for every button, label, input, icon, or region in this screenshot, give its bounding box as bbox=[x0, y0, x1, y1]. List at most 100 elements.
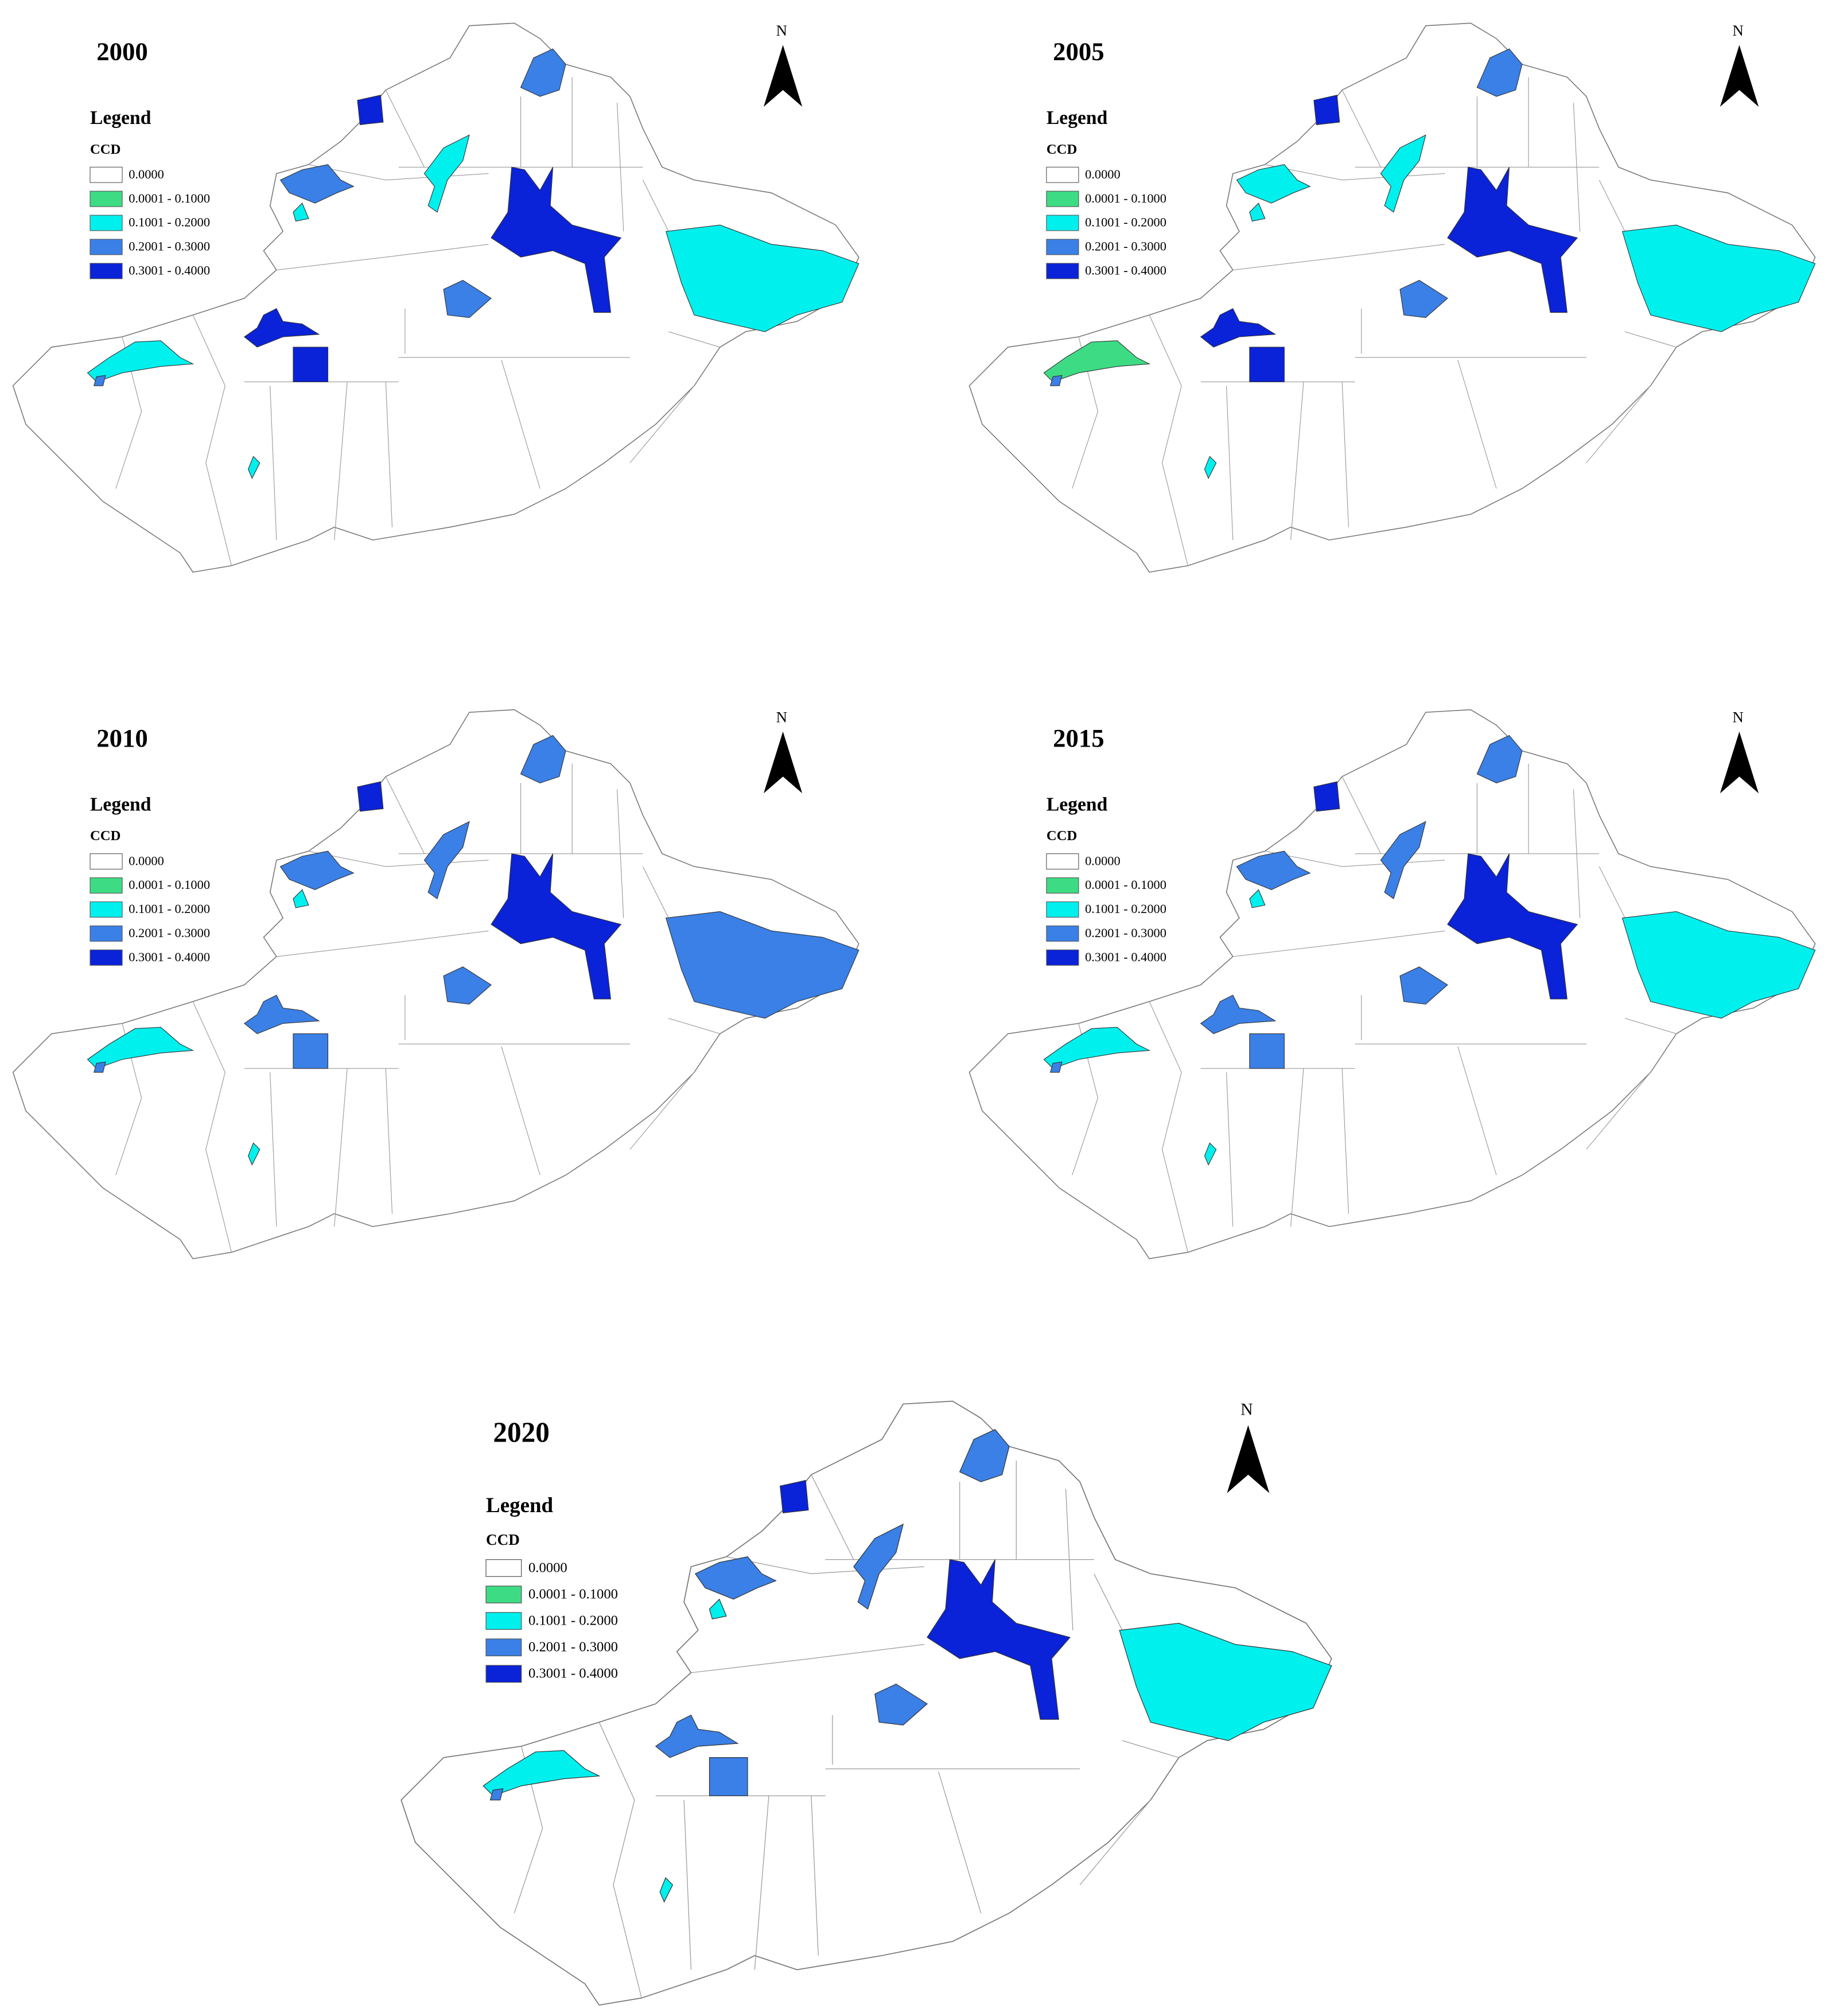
region bbox=[1249, 347, 1285, 382]
district-border bbox=[683, 1800, 692, 1970]
district-border bbox=[1290, 1068, 1304, 1227]
district-border bbox=[1232, 930, 1445, 957]
north-arrow bbox=[1720, 731, 1759, 794]
district-border bbox=[308, 164, 489, 181]
region bbox=[1200, 308, 1277, 348]
region bbox=[1621, 911, 1816, 1019]
legend-label: 0.3001 - 0.4000 bbox=[1085, 263, 1166, 278]
legend-label: 0.0000 bbox=[1085, 167, 1121, 181]
north-arrow bbox=[764, 45, 803, 107]
region bbox=[243, 308, 320, 348]
district-border bbox=[1598, 180, 1625, 232]
legend-swatch bbox=[1046, 239, 1079, 255]
legend-label: 0.3001 - 0.4000 bbox=[129, 950, 210, 964]
district-border bbox=[270, 386, 277, 541]
district-border bbox=[668, 331, 720, 348]
region bbox=[927, 1559, 1071, 1720]
legend-label: 0.1001 - 0.2000 bbox=[1085, 902, 1166, 916]
north-arrow bbox=[1720, 45, 1759, 107]
legend-label: 0.3001 - 0.4000 bbox=[129, 263, 210, 278]
region bbox=[483, 1750, 601, 1796]
region bbox=[491, 853, 622, 1000]
region bbox=[279, 164, 355, 204]
legend-label: 0.0000 bbox=[129, 167, 164, 181]
region bbox=[1236, 850, 1311, 890]
region bbox=[247, 1142, 260, 1166]
legend-subtitle: CCD bbox=[90, 828, 120, 844]
region bbox=[853, 1523, 904, 1610]
district-border bbox=[811, 1474, 854, 1560]
district-border bbox=[1232, 244, 1445, 271]
map-year: 2020 bbox=[493, 1416, 550, 1448]
district-border bbox=[1226, 1072, 1234, 1227]
region bbox=[1043, 1027, 1151, 1069]
legend-swatch bbox=[90, 166, 123, 183]
district-border bbox=[334, 382, 348, 541]
region bbox=[1200, 995, 1277, 1034]
legend-label: 0.2001 - 0.3000 bbox=[528, 1640, 618, 1655]
legend-label: 0.3001 - 0.4000 bbox=[1085, 950, 1166, 964]
region bbox=[1049, 375, 1063, 386]
region bbox=[1380, 134, 1426, 213]
region bbox=[1204, 456, 1217, 479]
region bbox=[443, 966, 492, 1005]
district-border bbox=[1265, 164, 1445, 181]
legend-swatch bbox=[90, 263, 123, 279]
legend-swatch bbox=[90, 949, 123, 966]
legend-label: 0.1001 - 0.2000 bbox=[1085, 215, 1166, 230]
region bbox=[247, 456, 260, 479]
north-label: N bbox=[776, 709, 787, 726]
region bbox=[694, 1556, 777, 1600]
region bbox=[423, 821, 470, 899]
region bbox=[1399, 966, 1448, 1005]
legend-subtitle: CCD bbox=[1047, 828, 1077, 844]
district-border bbox=[1598, 866, 1625, 918]
region bbox=[243, 995, 320, 1034]
district-border bbox=[1573, 103, 1581, 232]
district-border bbox=[617, 789, 624, 918]
region bbox=[666, 911, 859, 1019]
district-border bbox=[1079, 1800, 1151, 1885]
legend-subtitle: CCD bbox=[1047, 142, 1077, 157]
region bbox=[293, 889, 309, 908]
region bbox=[1236, 164, 1311, 204]
legend-label: 0.1001 - 0.2000 bbox=[528, 1613, 618, 1628]
legend-label: 0.0001 - 0.1000 bbox=[129, 191, 210, 205]
legend-swatch bbox=[1046, 191, 1079, 207]
region bbox=[666, 224, 859, 332]
region bbox=[1447, 166, 1578, 313]
map-year: 2000 bbox=[96, 37, 148, 65]
district-border bbox=[1226, 386, 1234, 541]
region bbox=[293, 347, 329, 382]
legend-label: 0.0001 - 0.1000 bbox=[1085, 877, 1166, 892]
region bbox=[1476, 48, 1523, 97]
region bbox=[1043, 340, 1151, 383]
region bbox=[1380, 821, 1426, 899]
region bbox=[1049, 1061, 1063, 1073]
legend-swatch bbox=[90, 239, 123, 255]
district-border bbox=[1457, 1046, 1497, 1175]
district-border bbox=[642, 866, 669, 918]
legend-title: Legend bbox=[90, 107, 151, 129]
region bbox=[357, 781, 384, 812]
legend-swatch bbox=[90, 901, 123, 918]
district-border bbox=[1065, 1489, 1073, 1630]
district-border bbox=[192, 314, 232, 566]
region bbox=[491, 166, 622, 313]
legend-swatch bbox=[1046, 901, 1079, 918]
region bbox=[1249, 889, 1266, 908]
legend-label: 0.0000 bbox=[129, 853, 164, 868]
region bbox=[520, 735, 566, 784]
legend-swatch bbox=[485, 1638, 522, 1657]
district-border bbox=[617, 103, 624, 232]
legend-subtitle: CCD bbox=[486, 1531, 520, 1548]
district-border bbox=[501, 1046, 540, 1175]
region bbox=[357, 95, 384, 125]
legend-swatch bbox=[485, 1612, 522, 1630]
district-border bbox=[1341, 90, 1381, 168]
region bbox=[1249, 1033, 1285, 1069]
district-border bbox=[642, 180, 669, 232]
north-label: N bbox=[1733, 709, 1744, 726]
district-border bbox=[385, 90, 425, 168]
legend-label: 0.2001 - 0.3000 bbox=[129, 926, 210, 940]
